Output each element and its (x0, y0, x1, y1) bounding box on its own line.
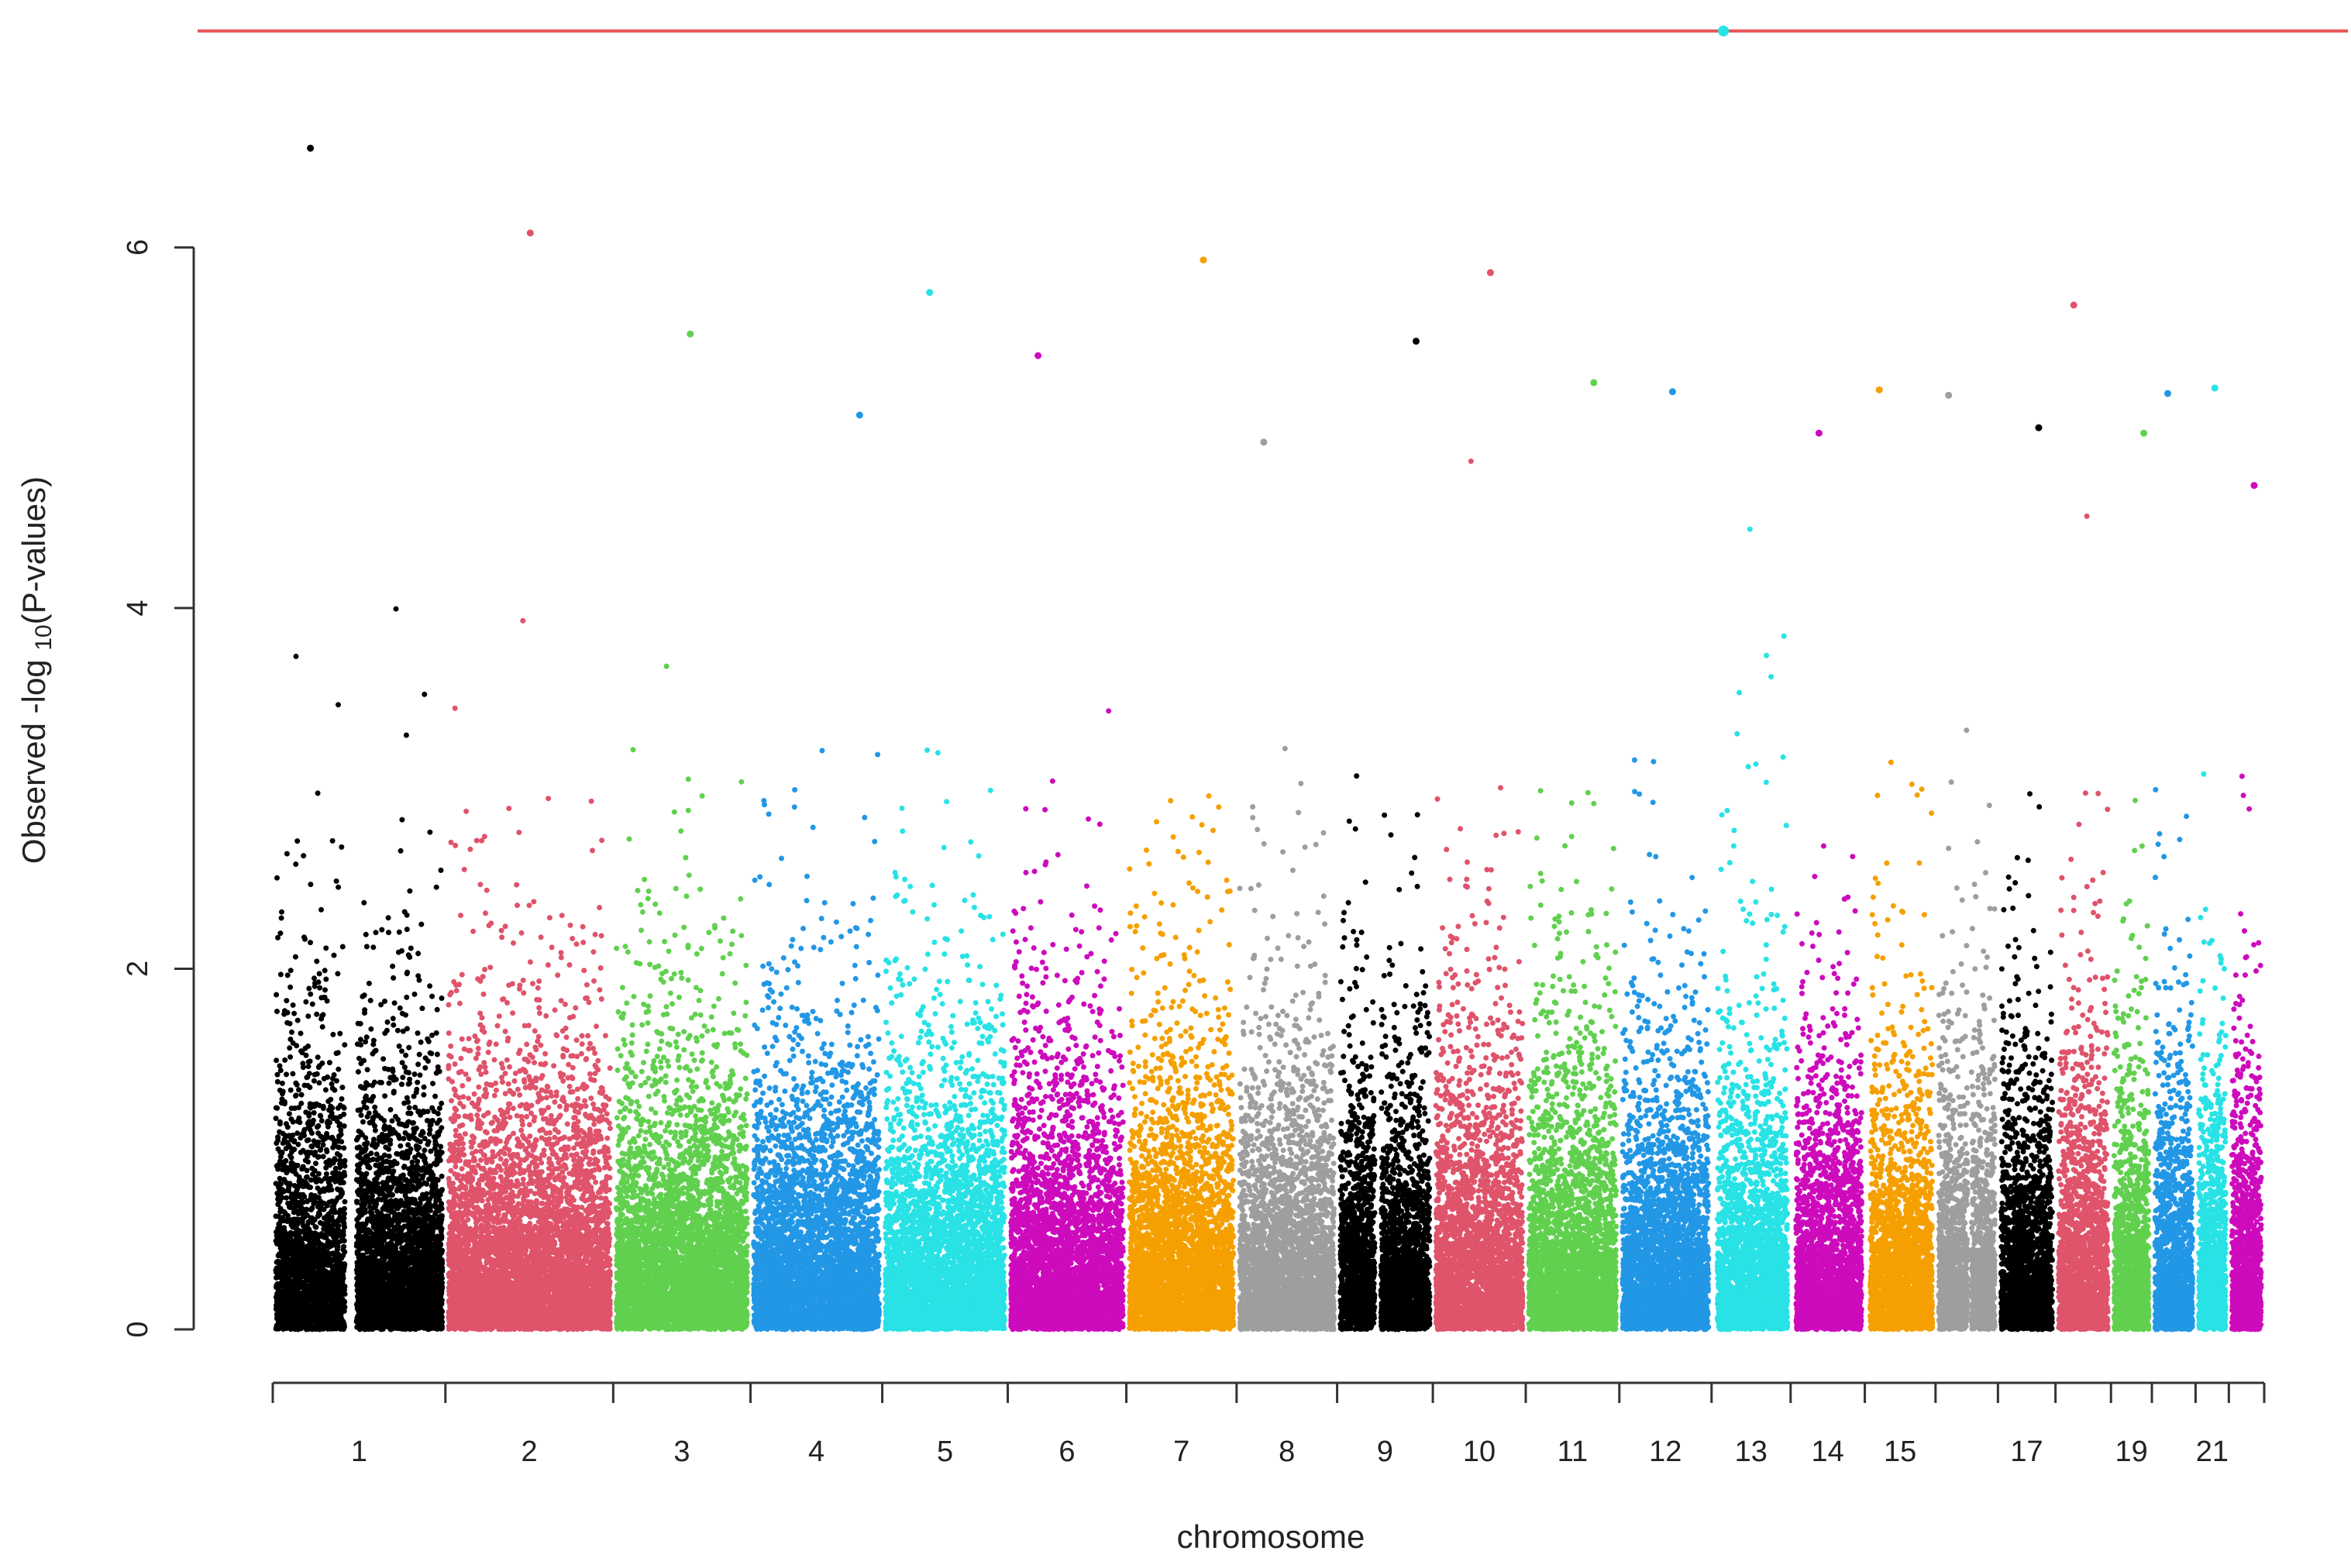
chromosome-17-points (1998, 791, 2056, 1332)
chromosome-9-top-point (1413, 337, 1420, 345)
x-tick-label-chr-6: 6 (1058, 1436, 1075, 1468)
chromosome-17-top-point (2035, 424, 2043, 432)
x-tick-label-chr-4: 4 (808, 1436, 824, 1468)
chromosome-7-points (1127, 793, 1237, 1332)
chromosome-13-points (1714, 526, 1791, 1332)
y-axis-title: Observed -log 10(P-values) (15, 476, 57, 864)
chromosome-series-20-top-point (2164, 390, 2171, 397)
chromosome-12-points (1620, 757, 1712, 1332)
x-tick-label-chr-5: 5 (937, 1436, 953, 1468)
chromosome-8-top-point (1260, 438, 1268, 446)
y-tick-label: 2 (122, 961, 154, 977)
chromosome-15-top-point (1875, 386, 1883, 394)
chromosome-series-16-top-point (1945, 391, 1953, 399)
chromosome-9-points (1337, 773, 1433, 1332)
chromosome-3-points (613, 663, 750, 1332)
x-axis-title: chromosome (1177, 1518, 1365, 1555)
x-tick-label-chr-12: 12 (1649, 1436, 1681, 1468)
x-tick-label-chr-19: 19 (2115, 1436, 2147, 1468)
chromosome-7-top-point (1200, 256, 1207, 264)
chromosome-1-points (273, 606, 446, 1332)
x-tick-label-chr-11: 11 (1558, 1436, 1588, 1468)
x-tick-label-chr-17: 17 (2010, 1436, 2043, 1468)
chromosome-19-top-point (2140, 429, 2148, 437)
chromosome-11-top-point (1590, 379, 1598, 387)
chromosome-14-points (1793, 843, 1865, 1332)
x-tick-label-chr-21: 21 (2196, 1436, 2229, 1468)
data-points (273, 144, 2264, 1332)
chromosome-6-top-point (1034, 352, 1042, 359)
x-tick-label-chr-1: 1 (351, 1436, 367, 1468)
chromosome-series-22-points (2229, 773, 2264, 1332)
x-tick-label-chr-3: 3 (673, 1436, 690, 1468)
x-tick-label-chr-15: 15 (1884, 1436, 1916, 1468)
chromosome-series-20-points (2152, 786, 2195, 1332)
chromosome-4-top-point (855, 411, 863, 419)
chromosome-5-top-point (926, 289, 934, 296)
x-tick-label-chr-8: 8 (1279, 1436, 1295, 1468)
chromosome-1-top-point (307, 144, 315, 152)
chromosome-5-points (883, 747, 1007, 1332)
x-tick-label-chr-7: 7 (1173, 1436, 1189, 1468)
chromosome-15-points (1867, 759, 1936, 1332)
y-axis-title-subscript: 10 (31, 624, 57, 650)
x-tick-label-chr-10: 10 (1463, 1436, 1496, 1468)
y-axis: 0 2 4 6 (122, 239, 195, 1338)
chromosome-10-top-point (1486, 269, 1494, 277)
chromosome-6-points (1008, 708, 1126, 1332)
chromosome-4-points (751, 748, 882, 1332)
y-tick-label: 4 (122, 600, 154, 616)
chromosome-2-points (446, 617, 613, 1332)
y-axis-title-unit: (P-values) (15, 476, 52, 624)
chromosome-series-18-points (2056, 513, 2111, 1332)
y-tick-label: 6 (122, 239, 154, 256)
x-tick-label-chr-13: 13 (1735, 1436, 1768, 1468)
chromosome-8-points (1237, 745, 1337, 1332)
chromosome-10-points (1433, 458, 1526, 1332)
chromosome-11-points (1526, 788, 1620, 1332)
chromosome-3-top-point (687, 330, 694, 338)
chromosome-21-top-point (2211, 384, 2218, 392)
chromosome-series-16-points (1936, 727, 1998, 1332)
chromosome-12-top-point (1668, 388, 1676, 396)
x-axis: 1 2 3 4 5 6 7 8 9 10 11 12 13 14 15 17 19 21 (271, 1381, 2266, 1468)
x-tick-label-chr-2: 2 (521, 1436, 538, 1468)
chromosome-series-22-top-point (2250, 482, 2258, 490)
chromosome-2-top-point (526, 229, 534, 237)
x-tick-label-chr-9: 9 (1377, 1436, 1393, 1468)
x-tick-label-chr-14: 14 (1812, 1436, 1844, 1468)
chromosome-14-top-point (1815, 429, 1823, 437)
chromosome-21-points (2196, 771, 2229, 1332)
y-tick-label: 0 (122, 1321, 154, 1337)
chromosome-series-18-top-point (2070, 301, 2077, 309)
chromosome-19-points (2111, 797, 2152, 1332)
y-axis-title-main: Observed -log (15, 651, 52, 864)
top-hit-point (1718, 26, 1730, 36)
